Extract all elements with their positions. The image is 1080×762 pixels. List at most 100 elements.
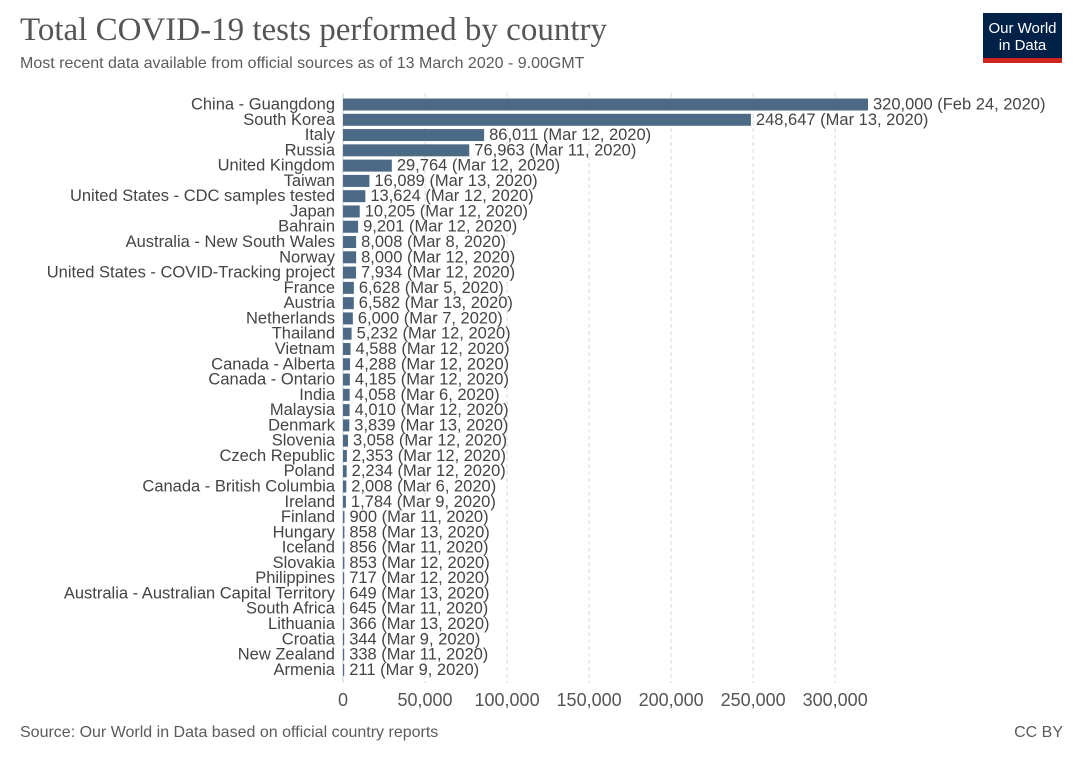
value-label: 856 (Mar 11, 2020): [349, 539, 488, 557]
bar[interactable]: [343, 526, 345, 539]
chart-subtitle: Most recent data available from official…: [20, 55, 585, 72]
bar[interactable]: [343, 663, 345, 676]
category-label: Malaysia: [270, 401, 336, 419]
value-label: 7,934 (Mar 12, 2020): [361, 264, 515, 282]
value-label: 344 (Mar 9, 2020): [349, 630, 480, 648]
category-label: Canada - Alberta: [211, 355, 336, 373]
x-axis-ticks: 0 50,000 100,000 150,000 200,000 250,000 300,0…: [338, 690, 868, 710]
bar[interactable]: [343, 648, 345, 661]
category-label: Italy: [305, 126, 336, 144]
bar[interactable]: [343, 342, 351, 355]
category-label: Bahrain: [278, 218, 335, 236]
category-label: Slovakia: [273, 554, 336, 572]
value-label: 4,185 (Mar 12, 2020): [355, 371, 509, 389]
bar[interactable]: [343, 251, 357, 264]
bar[interactable]: [343, 587, 345, 600]
category-label: France: [284, 279, 335, 297]
value-label: 76,963 (Mar 11, 2020): [474, 141, 636, 159]
category-label: Vietnam: [275, 340, 335, 358]
value-label: 6,628 (Mar 5, 2020): [359, 279, 504, 297]
category-label: Taiwan: [284, 172, 335, 190]
bar[interactable]: [343, 205, 360, 218]
bar[interactable]: [343, 220, 359, 233]
value-label: 649 (Mar 13, 2020): [349, 584, 489, 602]
value-label: 10,205 (Mar 12, 2020): [365, 202, 528, 220]
category-label: Denmark: [268, 416, 336, 434]
bar[interactable]: [343, 327, 352, 340]
value-label: 16,089 (Mar 13, 2020): [374, 172, 537, 190]
bar[interactable]: [343, 129, 485, 142]
bar[interactable]: [343, 281, 354, 294]
category-label: Iceland: [282, 539, 335, 557]
x-tick-label: 250,000: [721, 690, 786, 710]
license-link[interactable]: CC BY: [1014, 724, 1063, 741]
bar[interactable]: [343, 373, 350, 386]
value-label: 2,234 (Mar 12, 2020): [352, 462, 506, 480]
category-label: Hungary: [273, 523, 336, 541]
value-label: 717 (Mar 12, 2020): [349, 569, 489, 587]
bar[interactable]: [343, 174, 370, 187]
category-label: Philippines: [255, 569, 335, 587]
bar[interactable]: [343, 434, 349, 447]
bar[interactable]: [343, 159, 392, 172]
bar[interactable]: [343, 556, 345, 569]
value-label: 29,764 (Mar 12, 2020): [397, 157, 560, 175]
bar[interactable]: [343, 113, 751, 126]
bar[interactable]: [343, 618, 345, 631]
bar[interactable]: [343, 144, 470, 157]
bar[interactable]: [343, 633, 345, 646]
x-tick-label: 300,000: [803, 690, 868, 710]
bar[interactable]: [343, 297, 354, 310]
bar[interactable]: [343, 602, 345, 615]
category-label: China - Guangdong: [191, 96, 335, 114]
value-label: 320,000 (Feb 24, 2020): [873, 96, 1045, 114]
value-label: 1,784 (Mar 9, 2020): [351, 493, 496, 511]
bar[interactable]: [343, 190, 366, 203]
value-label: 853 (Mar 12, 2020): [349, 554, 489, 572]
value-label: 8,000 (Mar 12, 2020): [361, 248, 515, 266]
category-label: Croatia: [282, 630, 336, 648]
category-label: Armenia: [274, 661, 336, 679]
category-label: United States - COVID-Tracking project: [47, 264, 336, 282]
bar[interactable]: [343, 358, 351, 371]
category-label: Canada - Ontario: [208, 371, 335, 389]
bar[interactable]: [343, 541, 345, 554]
value-label: 8,008 (Mar 8, 2020): [361, 233, 506, 251]
bar[interactable]: [343, 480, 347, 493]
category-label: Ireland: [285, 493, 335, 511]
value-label: 3,058 (Mar 12, 2020): [353, 432, 507, 450]
x-tick-label: 50,000: [398, 690, 453, 710]
value-label: 211 (Mar 9, 2020): [349, 661, 479, 679]
value-label: 9,201 (Mar 12, 2020): [363, 218, 517, 236]
bar[interactable]: [343, 449, 347, 462]
bar[interactable]: [343, 98, 868, 111]
logo-line-1: Our World: [988, 20, 1057, 37]
category-label: Czech Republic: [219, 447, 335, 465]
category-label: Canada - British Columbia: [142, 478, 335, 496]
bar[interactable]: [343, 312, 353, 325]
source-note: Source: Our World in Data based on offic…: [20, 724, 439, 741]
value-label: 4,010 (Mar 12, 2020): [355, 401, 509, 419]
bar[interactable]: [343, 419, 350, 432]
value-label: 6,582 (Mar 13, 2020): [359, 294, 513, 312]
value-label: 86,011 (Mar 12, 2020): [489, 126, 651, 144]
category-label: Finland: [281, 508, 335, 526]
value-label: 2,353 (Mar 12, 2020): [352, 447, 506, 465]
bar[interactable]: [343, 236, 357, 249]
bar[interactable]: [343, 511, 345, 524]
value-labels: 320,000 (Feb 24, 2020)248,647 (Mar 13, 2…: [349, 96, 1045, 679]
bar[interactable]: [343, 266, 357, 279]
bar[interactable]: [343, 404, 350, 417]
category-label: Australia - Australian Capital Territory: [64, 584, 336, 602]
value-label: 13,624 (Mar 12, 2020): [370, 187, 533, 205]
category-label: Thailand: [272, 325, 335, 343]
bar[interactable]: [343, 388, 350, 401]
x-tick-label: 0: [338, 690, 348, 710]
category-label: New Zealand: [238, 646, 335, 664]
value-label: 248,647 (Mar 13, 2020): [756, 111, 928, 129]
bar[interactable]: [343, 465, 347, 478]
bar[interactable]: [343, 572, 345, 585]
owid-logo[interactable]: Our World in Data: [983, 13, 1062, 63]
bar[interactable]: [343, 495, 346, 508]
category-label: Australia - New South Wales: [126, 233, 335, 251]
